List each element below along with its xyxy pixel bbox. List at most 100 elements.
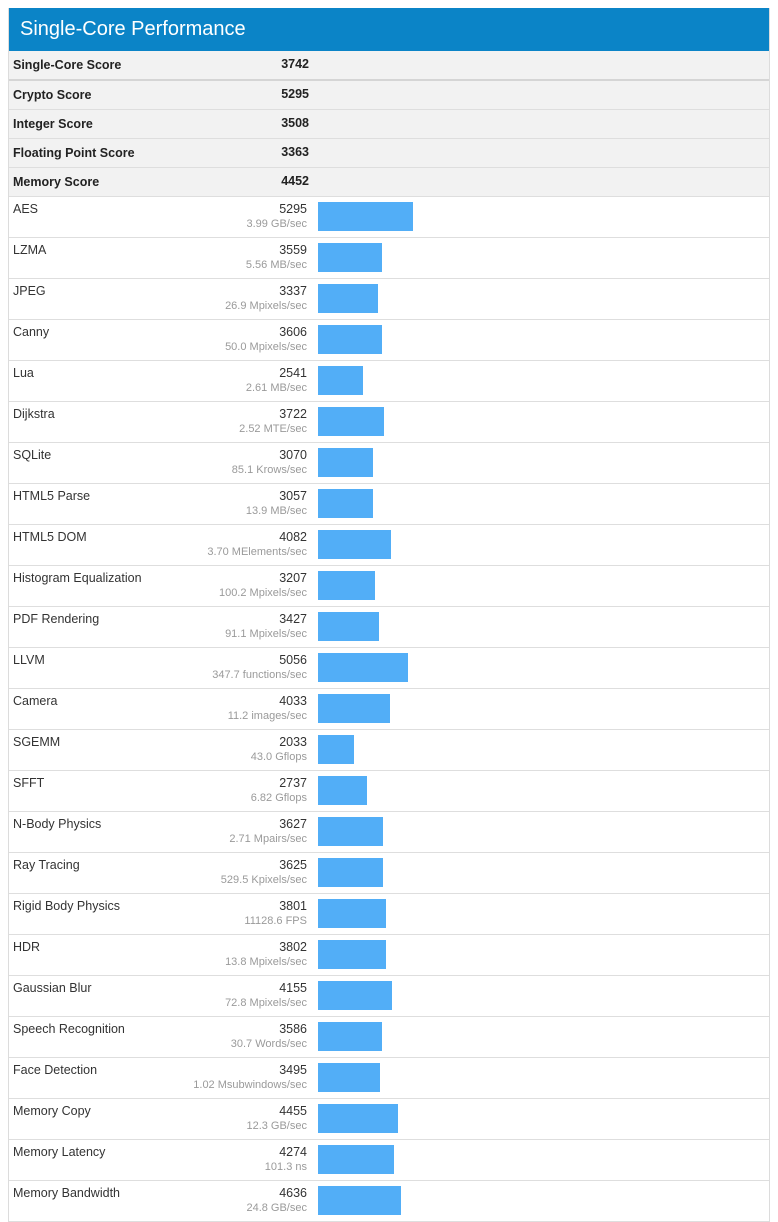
benchmark-row: SQLite 3070 85.1 Krows/sec [9, 443, 769, 484]
benchmark-rate: 347.7 functions/sec [212, 669, 307, 681]
benchmark-score-bar [318, 1186, 401, 1215]
benchmark-rate: 529.5 Kpixels/sec [220, 874, 307, 886]
benchmark-score-bar [318, 899, 386, 928]
benchmark-row: N-Body Physics 3627 2.71 Mpairs/sec [9, 812, 769, 853]
summary-label: Floating Point Score [13, 146, 135, 160]
benchmark-score-bar [318, 981, 392, 1010]
benchmark-rate: 1.02 Msubwindows/sec [193, 1079, 307, 1091]
panel-title: Single-Core Performance [9, 8, 769, 51]
benchmark-score-bar [318, 284, 378, 313]
benchmark-rate: 13.9 MB/sec [245, 505, 307, 517]
benchmark-score-bar [318, 776, 367, 805]
benchmark-name: SGEMM [13, 735, 61, 749]
benchmark-score-bar [318, 325, 382, 354]
benchmark-score: 3057 [279, 489, 307, 503]
single-core-performance-panel: Single-Core Performance Single-Core Scor… [8, 8, 770, 1222]
benchmark-name: Speech Recognition [13, 1022, 125, 1036]
summary-value: 3363 [281, 145, 309, 159]
benchmark-row: Dijkstra 3722 2.52 MTE/sec [9, 402, 769, 443]
benchmark-row: HTML5 Parse 3057 13.9 MB/sec [9, 484, 769, 525]
benchmark-rate: 11.2 images/sec [227, 710, 307, 722]
benchmark-rate: 5.56 MB/sec [245, 259, 307, 271]
benchmark-rate: 30.7 Words/sec [230, 1038, 307, 1050]
benchmark-rate: 85.1 Krows/sec [231, 464, 307, 476]
summary-row-integer: Integer Score 3508 [9, 110, 769, 139]
benchmark-name: Rigid Body Physics [13, 899, 120, 913]
benchmark-name: Dijkstra [13, 407, 55, 421]
benchmark-rate: 100.2 Mpixels/sec [218, 587, 307, 599]
benchmark-row: Rigid Body Physics 3801 11128.6 FPS [9, 894, 769, 935]
benchmark-score-bar [318, 530, 391, 559]
benchmark-score: 2737 [279, 776, 307, 790]
benchmark-row: AES 5295 3.99 GB/sec [9, 197, 769, 238]
benchmark-rate: 2.52 MTE/sec [239, 423, 307, 435]
benchmark-name: PDF Rendering [13, 612, 100, 626]
benchmark-score: 3625 [279, 858, 307, 872]
benchmark-name: SFFT [13, 776, 45, 790]
benchmark-score-bar [318, 1104, 398, 1133]
benchmark-rate: 11128.6 FPS [244, 915, 307, 927]
benchmark-score-bar [318, 735, 354, 764]
benchmark-score-bar [318, 1063, 380, 1092]
benchmark-name: Memory Copy [13, 1104, 91, 1118]
benchmark-name: Gaussian Blur [13, 981, 92, 995]
summary-value: 4452 [281, 174, 309, 188]
benchmark-row: Canny 3606 50.0 Mpixels/sec [9, 320, 769, 361]
benchmark-row: SFFT 2737 6.82 Gflops [9, 771, 769, 812]
benchmark-rate: 50.0 Mpixels/sec [225, 341, 307, 353]
benchmark-score: 4155 [279, 981, 307, 995]
benchmark-row: Gaussian Blur 4155 72.8 Mpixels/sec [9, 976, 769, 1017]
benchmark-score-bar [318, 202, 413, 231]
summary-row-floating-point: Floating Point Score 3363 [9, 139, 769, 168]
benchmark-score: 3586 [279, 1022, 307, 1036]
benchmark-rate: 91.1 Mpixels/sec [225, 628, 307, 640]
benchmark-score-bar [318, 858, 383, 887]
benchmark-name: SQLite [13, 448, 52, 462]
benchmark-rate: 101.3 ns [264, 1161, 307, 1173]
summary-row-memory: Memory Score 4452 [9, 168, 769, 197]
benchmark-score: 3427 [279, 612, 307, 626]
benchmark-score-bar [318, 653, 408, 682]
benchmark-list: AES 5295 3.99 GB/sec LZMA 3559 5.56 MB/sec JPE… [9, 197, 769, 1222]
benchmark-row: Speech Recognition 3586 30.7 Words/sec [9, 1017, 769, 1058]
benchmark-rate: 26.9 Mpixels/sec [225, 300, 307, 312]
benchmark-row: Ray Tracing 3625 529.5 Kpixels/sec [9, 853, 769, 894]
benchmark-name: LLVM [13, 653, 45, 667]
summary-label: Crypto Score [13, 88, 92, 102]
benchmark-score-bar [318, 694, 390, 723]
benchmark-rate: 12.3 GB/sec [246, 1120, 307, 1132]
benchmark-score-bar [318, 407, 384, 436]
benchmark-rate: 3.99 GB/sec [246, 218, 307, 230]
benchmark-name: Lua [13, 366, 34, 380]
benchmark-row: Memory Latency 4274 101.3 ns [9, 1140, 769, 1181]
benchmark-name: Face Detection [13, 1063, 98, 1077]
benchmark-rate: 2.71 Mpairs/sec [229, 833, 307, 845]
benchmark-rate: 6.82 Gflops [250, 792, 307, 804]
benchmark-name: Ray Tracing [13, 858, 80, 872]
benchmark-score: 3627 [279, 817, 307, 831]
benchmark-score-bar [318, 366, 363, 395]
benchmark-score-bar [318, 1145, 394, 1174]
benchmark-score-bar [318, 1022, 382, 1051]
summary-value: 3508 [281, 116, 309, 130]
benchmark-name: N-Body Physics [13, 817, 102, 831]
benchmark-score: 3606 [279, 325, 307, 339]
benchmark-name: HTML5 Parse [13, 489, 91, 503]
benchmark-score-bar [318, 571, 375, 600]
benchmark-name: Histogram Equalization [13, 571, 142, 585]
benchmark-score-bar [318, 817, 383, 846]
benchmark-score-bar [318, 448, 373, 477]
benchmark-rate: 72.8 Mpixels/sec [225, 997, 307, 1009]
benchmark-score: 2033 [279, 735, 307, 749]
benchmark-row: Face Detection 3495 1.02 Msubwindows/sec [9, 1058, 769, 1099]
summary-label: Integer Score [13, 117, 93, 131]
benchmark-name: Memory Latency [13, 1145, 106, 1159]
benchmark-name: AES [13, 202, 39, 216]
benchmark-score: 3559 [279, 243, 307, 257]
benchmark-score: 4082 [279, 530, 307, 544]
benchmark-rate: 43.0 Gflops [250, 751, 307, 763]
benchmark-row: PDF Rendering 3427 91.1 Mpixels/sec [9, 607, 769, 648]
benchmark-score-bar [318, 612, 379, 641]
benchmark-name: JPEG [13, 284, 46, 298]
benchmark-row: HDR 3802 13.8 Mpixels/sec [9, 935, 769, 976]
